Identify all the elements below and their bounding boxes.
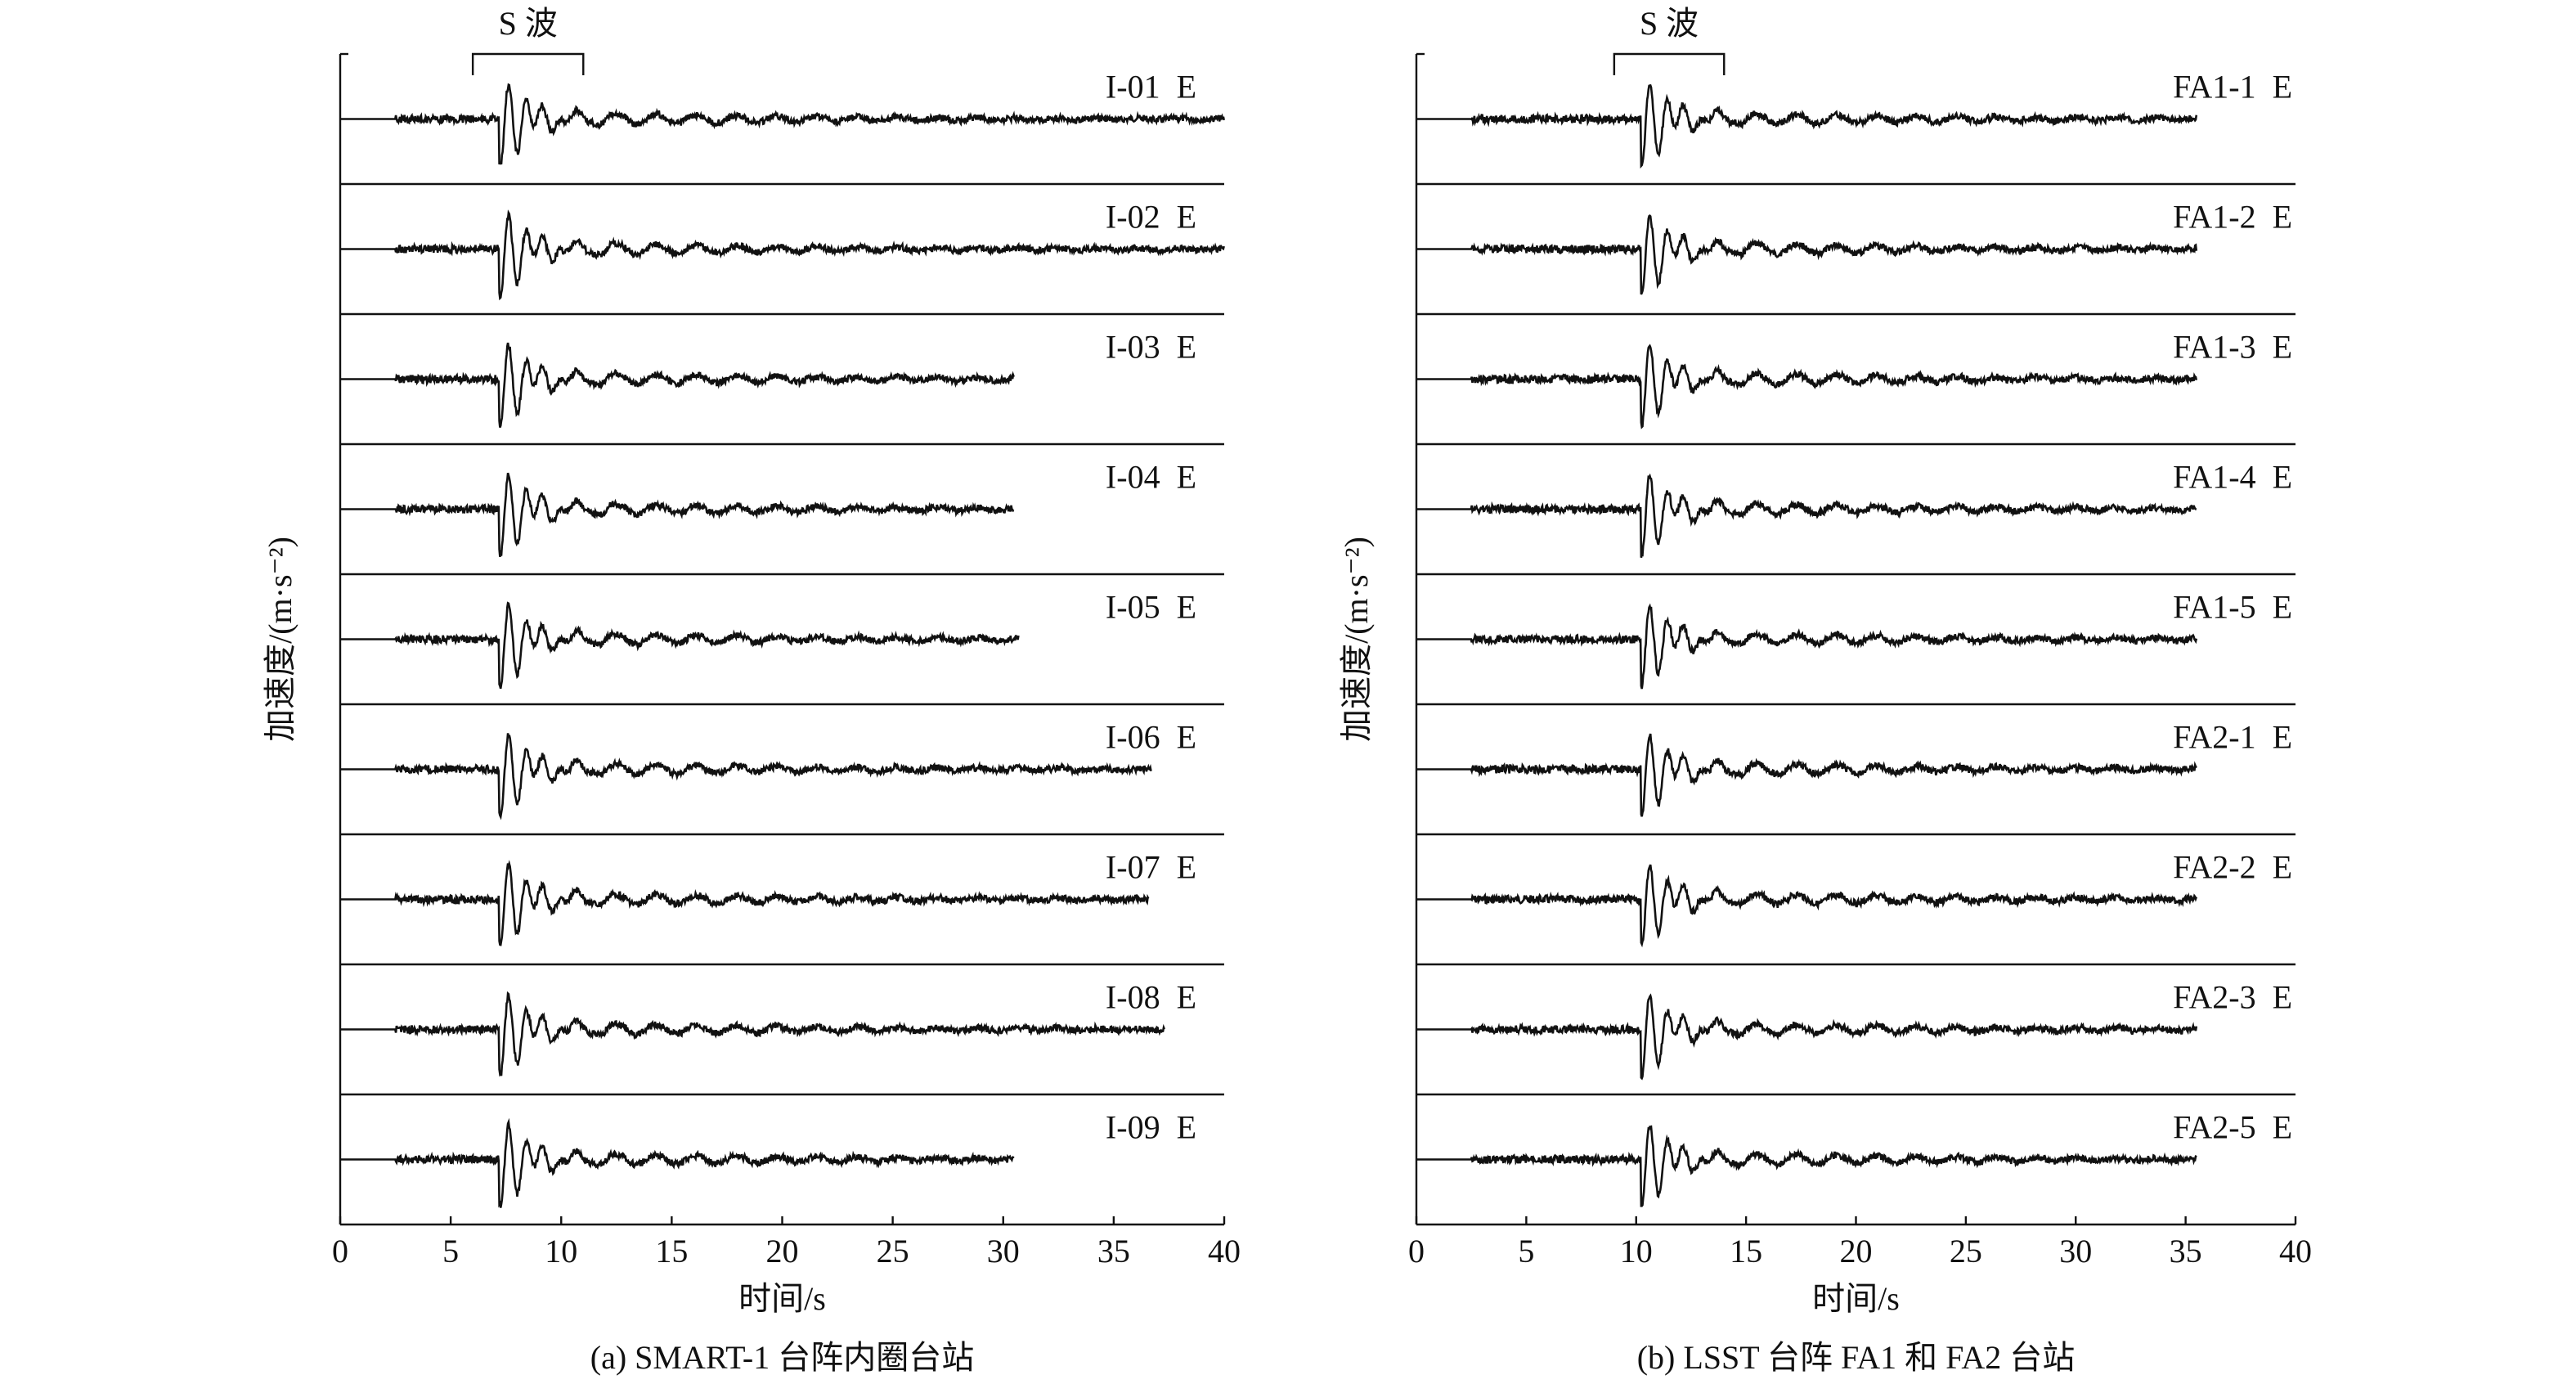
trace-label: FA1-5 E xyxy=(2173,589,2292,626)
caption: (b) LSST 台阵 FA1 和 FA2 台站 xyxy=(1637,1339,2076,1376)
trace-label: FA1-1 E xyxy=(2173,69,2292,106)
trace-label: FA2-3 E xyxy=(2173,979,2292,1016)
x-axis-label: 时间/s xyxy=(738,1280,826,1317)
x-tick-label: 0 xyxy=(332,1233,348,1269)
x-tick-label: 15 xyxy=(655,1233,688,1269)
waveform-trace xyxy=(340,860,1150,946)
waveform-trace xyxy=(1416,344,2198,429)
y-axis-label: 加速度/(m·s⁻²) xyxy=(1338,537,1375,742)
waveform-trace xyxy=(1416,864,2198,948)
trace-label: I-08 E xyxy=(1106,979,1196,1016)
trace-label: I-07 E xyxy=(1106,849,1196,886)
waveform-trace xyxy=(340,601,1020,690)
trace-label: FA1-3 E xyxy=(2173,329,2292,366)
trace-label: FA2-5 E xyxy=(2173,1109,2292,1146)
trace-label: I-06 E xyxy=(1106,719,1196,756)
trace-label: I-05 E xyxy=(1106,589,1196,626)
s-wave-bracket xyxy=(1613,52,1726,75)
s-wave-bracket xyxy=(471,52,585,75)
x-tick-label: 35 xyxy=(2170,1233,2202,1269)
waveform-trace xyxy=(340,472,1015,557)
trace-label: I-01 E xyxy=(1106,69,1196,106)
x-tick-label: 40 xyxy=(1208,1233,1241,1269)
x-axis-label: 时间/s xyxy=(1812,1280,1900,1317)
waveform-trace xyxy=(1416,214,2198,295)
trace-label: I-09 E xyxy=(1106,1109,1196,1146)
x-tick-label: 5 xyxy=(442,1233,459,1269)
x-tick-label: 5 xyxy=(1518,1233,1534,1269)
waveform-trace xyxy=(1416,473,2197,558)
x-tick-label: 35 xyxy=(1097,1233,1130,1269)
waveform-trace xyxy=(1416,993,2198,1081)
trace-label: I-02 E xyxy=(1106,199,1196,236)
y-axis-label: 加速度/(m·s⁻²) xyxy=(262,537,298,742)
waveform-trace xyxy=(340,991,1165,1077)
waveform-trace xyxy=(340,342,1015,429)
x-tick-label: 30 xyxy=(2059,1233,2092,1269)
waveform-trace xyxy=(1416,603,2198,690)
waveform-trace xyxy=(340,209,1225,301)
waveform-trace xyxy=(1416,1125,2197,1207)
x-tick-label: 40 xyxy=(2279,1233,2312,1269)
s-wave-label: S 波 xyxy=(1640,5,1699,42)
x-tick-label: 20 xyxy=(1840,1233,1873,1269)
trace-label: FA1-2 E xyxy=(2173,199,2292,236)
x-tick-label: 10 xyxy=(1620,1233,1653,1269)
s-wave-label: S 波 xyxy=(499,5,558,42)
x-tick-label: 30 xyxy=(987,1233,1020,1269)
x-tick-label: 25 xyxy=(877,1233,909,1269)
waveform-trace xyxy=(1416,83,2198,169)
x-tick-label: 25 xyxy=(1950,1233,1982,1269)
waveform-trace xyxy=(340,1117,1015,1208)
trace-label: FA1-4 E xyxy=(2173,459,2292,496)
caption: (a) SMART-1 台阵内圈台站 xyxy=(590,1339,974,1376)
waveform-trace xyxy=(340,83,1225,165)
trace-label: I-03 E xyxy=(1106,329,1196,366)
x-tick-label: 15 xyxy=(1730,1233,1762,1269)
waveform-trace xyxy=(340,733,1152,820)
x-tick-label: 0 xyxy=(1408,1233,1425,1269)
x-tick-label: 20 xyxy=(766,1233,799,1269)
waveform-trace xyxy=(1416,733,2197,817)
trace-label: FA2-2 E xyxy=(2173,849,2292,886)
trace-label: FA2-1 E xyxy=(2173,719,2292,756)
trace-label: I-04 E xyxy=(1106,459,1196,496)
x-tick-label: 10 xyxy=(545,1233,577,1269)
